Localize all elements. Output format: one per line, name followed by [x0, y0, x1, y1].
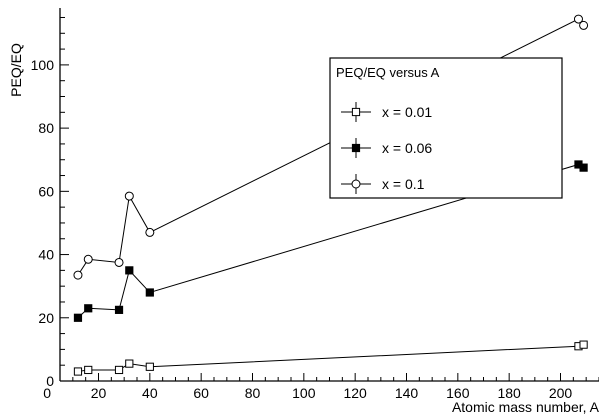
x-tick-label: 100	[292, 385, 316, 401]
series-2	[73, 160, 588, 322]
x-tick-label: 160	[446, 385, 470, 401]
legend-box	[329, 57, 563, 199]
legend-entry: x = 0.06	[341, 138, 432, 158]
y-tick-label: 60	[38, 183, 54, 199]
data-point	[145, 288, 154, 297]
data-point	[73, 313, 83, 322]
legend-label: x = 0.06	[382, 140, 432, 156]
x-tick-label: 20	[91, 385, 107, 401]
x-tick-label: 60	[193, 385, 209, 401]
data-point	[124, 191, 134, 201]
legend: PEQ/EQ versus A x = 0.01 x = 0.06 x = 0.1	[329, 57, 563, 199]
legend-marker	[351, 143, 361, 153]
series-1	[73, 340, 588, 376]
axis-ticks: 0 20 40 60 80 100 120 140 160 180 200 0 20 40 60 80 100	[31, 16, 599, 401]
x-tick-label: 40	[142, 385, 158, 401]
data-point	[84, 304, 93, 313]
data-point	[114, 365, 124, 375]
data-point	[84, 365, 93, 375]
data-point	[145, 227, 155, 237]
x-tick-label: 140	[395, 385, 419, 401]
legend-entry: x = 0.1	[341, 174, 425, 194]
data-point	[125, 359, 134, 368]
data-point	[145, 362, 154, 371]
data-point	[573, 14, 583, 24]
data-point	[73, 270, 83, 280]
data-point	[579, 163, 588, 172]
legend-label: x = 0.1	[382, 176, 425, 192]
legend-label: x = 0.01	[382, 104, 432, 120]
data-point	[83, 254, 93, 264]
series-layer	[73, 14, 589, 376]
y-tick-label: 80	[38, 120, 54, 136]
data-point	[114, 257, 124, 267]
legend-title: PEQ/EQ versus A	[336, 65, 440, 80]
x-tick-label: 200	[549, 385, 573, 401]
y-tick-label: 40	[38, 247, 54, 263]
data-point	[579, 20, 589, 30]
data-point	[114, 305, 124, 314]
legend-marker	[351, 107, 361, 117]
y-axis-title: PEQ/EQ	[8, 43, 24, 97]
x-axis-title: Atomic mass number, A	[452, 399, 599, 415]
data-point	[125, 266, 134, 275]
data-point	[73, 367, 83, 376]
x-tick-label: 0	[43, 385, 51, 401]
legend-entry: x = 0.01	[341, 102, 432, 122]
y-tick-label: 20	[38, 310, 54, 326]
data-point	[579, 340, 588, 349]
legend-marker	[351, 179, 361, 189]
y-tick-label: 0	[46, 373, 54, 389]
series-3	[73, 14, 589, 280]
x-tick-label: 180	[497, 385, 521, 401]
x-tick-label: 80	[245, 385, 261, 401]
x-tick-label: 120	[343, 385, 367, 401]
legend-entries: x = 0.01 x = 0.06 x = 0.1	[341, 102, 432, 194]
y-tick-label: 100	[31, 57, 55, 73]
